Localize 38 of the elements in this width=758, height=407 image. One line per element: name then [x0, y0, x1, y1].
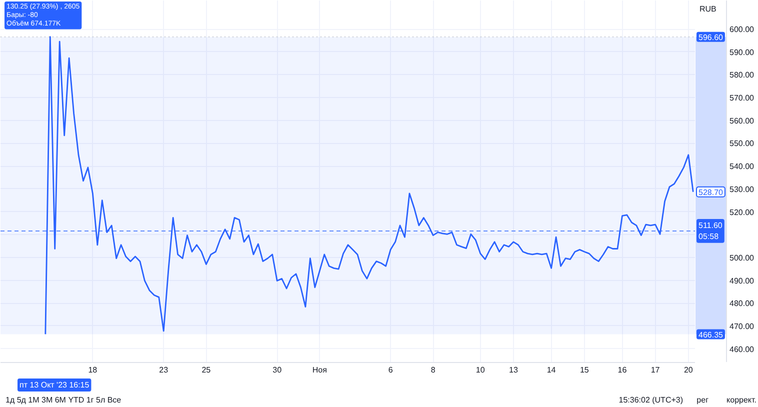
ref-line-label: 511.60 05:58	[698, 221, 723, 241]
y-tick-label: 580.00	[730, 70, 755, 80]
y-tick-label: 540.00	[730, 162, 755, 172]
y-tick-label: 600.00	[730, 25, 755, 34]
annotation: 466.35	[698, 330, 724, 340]
y-tick-label: 590.00	[730, 48, 755, 57]
y-tick-label: 570.00	[730, 94, 755, 103]
y-tick-label: 550.00	[730, 139, 755, 148]
x-tick-label: 10	[476, 366, 486, 374]
x-tick-label: 14	[546, 366, 556, 374]
y-axis-title: RUB	[700, 4, 716, 14]
ref-line-label: 596.60	[698, 32, 724, 42]
text: 15:36:02 (UTC+3)	[618, 396, 684, 404]
x-tick-label: 30	[272, 366, 282, 374]
y-tick-label: 530.00	[730, 184, 755, 194]
text: коррект.	[726, 396, 757, 404]
y-tick-label: 490.00	[730, 276, 755, 286]
x-tick-label: 20	[684, 366, 694, 374]
y-tick-label: 500.00	[730, 253, 755, 262]
x-tick-label: 16	[618, 366, 628, 374]
x-tick-label: Ноя	[312, 366, 327, 374]
x-tick-label: 25	[202, 366, 212, 374]
text: рег	[696, 396, 709, 404]
x-tick-label: 18	[88, 366, 98, 374]
x-tick-label: 23	[159, 366, 169, 374]
data-label: 528.70	[698, 188, 724, 197]
y-tick-label: 520.00	[730, 208, 755, 217]
x-tick-label: 15	[580, 366, 590, 374]
y-tick-label: 460.00	[730, 344, 755, 354]
x-tick-label: 13	[509, 366, 518, 374]
text: пт 13 Окт '23 16:15	[20, 380, 90, 390]
y-tick-label: 470.00	[730, 322, 755, 331]
x-tick-label: 8	[430, 366, 436, 374]
x-tick-label: 17	[650, 366, 660, 374]
text: 1д 5д 1М 3М 6М YTD 1г 5л Все	[6, 396, 122, 404]
y-tick-label: 480.00	[730, 299, 755, 308]
y-tick-label: 560.00	[730, 116, 755, 126]
x-tick-label: 6	[388, 366, 394, 374]
